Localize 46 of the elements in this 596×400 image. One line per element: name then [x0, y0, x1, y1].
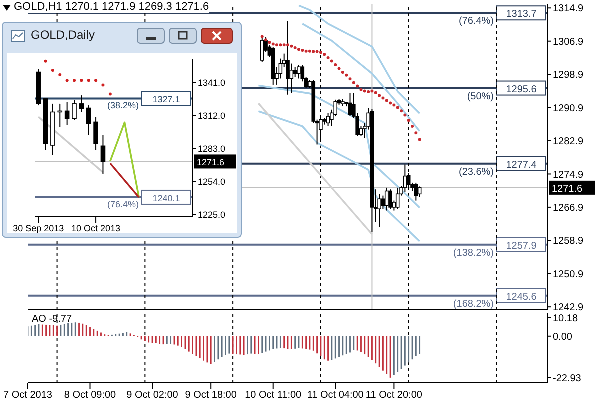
y-tick-label: 1298.9	[553, 70, 584, 82]
chart-title: AO -9.77	[32, 314, 72, 325]
y-tick-label: 1225.0	[198, 210, 226, 220]
x-tick-label: 10 Oct 2013	[72, 223, 121, 234]
y-tick-label: 1283.0	[198, 144, 226, 154]
ref-line-label: 1327.1	[152, 94, 180, 105]
annotation: (50%)	[467, 91, 494, 102]
y-tick-label: 1314.9	[553, 4, 584, 15]
chart-title: GOLD,Daily	[31, 28, 96, 42]
y-tick-label: -22.93	[553, 374, 582, 385]
x-tick-label: 9 Oct 18:00	[185, 390, 238, 400]
annotation: (23.6%)	[458, 166, 494, 178]
y-tick-label: 1266.9	[553, 202, 584, 214]
y-tick-label: 1290.9	[553, 103, 584, 114]
chart-title: GOLD,H1 1270.1 1271.9 1269.3 1271.6	[14, 1, 210, 13]
ref-line-label: 1295.6	[506, 84, 538, 96]
x-tick-label: 11 Oct 20:00	[366, 390, 423, 400]
y-tick-label: 1254.0	[198, 176, 226, 187]
y-tick-label: 10.18	[553, 313, 578, 324]
x-tick-label: 9 Oct 02:00	[126, 390, 179, 400]
x-tick-label: 11 Oct 04:00	[307, 390, 364, 400]
ref-line-label: 1257.9	[506, 240, 538, 252]
ref-line-label: 1313.7	[506, 9, 538, 20]
ref-line-label: 1271.6	[552, 184, 584, 195]
y-tick-label: 1306.9	[553, 36, 584, 48]
annotation: (38.2%)	[107, 100, 139, 111]
ref-line-label: 1271.6	[197, 158, 225, 168]
y-tick-label: 1258.9	[553, 236, 584, 248]
annotation: (138.2%)	[453, 248, 494, 259]
annotation: (76.4%)	[458, 16, 494, 28]
y-tick-label: 1282.9	[553, 136, 584, 148]
y-tick-label: 1242.9	[553, 302, 584, 314]
x-tick-label: 8 Oct 09:00	[64, 390, 117, 400]
y-tick-label: 1341.0	[198, 78, 226, 88]
ref-line-label: 1277.4	[506, 160, 538, 171]
x-tick-label: 30 Sep 2013	[13, 223, 64, 234]
y-tick-label: 0.00	[553, 332, 573, 343]
y-tick-label: 1250.9	[553, 269, 584, 280]
x-tick-label: 7 Oct 2013	[4, 390, 53, 400]
annotation: (76.4%)	[107, 199, 139, 210]
y-tick-label: 1274.9	[553, 170, 584, 181]
y-tick-label: 1312.0	[198, 111, 226, 122]
ref-line-label: 1245.6	[506, 292, 538, 303]
x-tick-label: 10 Oct 11:00	[245, 390, 302, 400]
annotation: (168.2%)	[453, 298, 494, 310]
ref-line-label: 1240.1	[152, 193, 180, 204]
